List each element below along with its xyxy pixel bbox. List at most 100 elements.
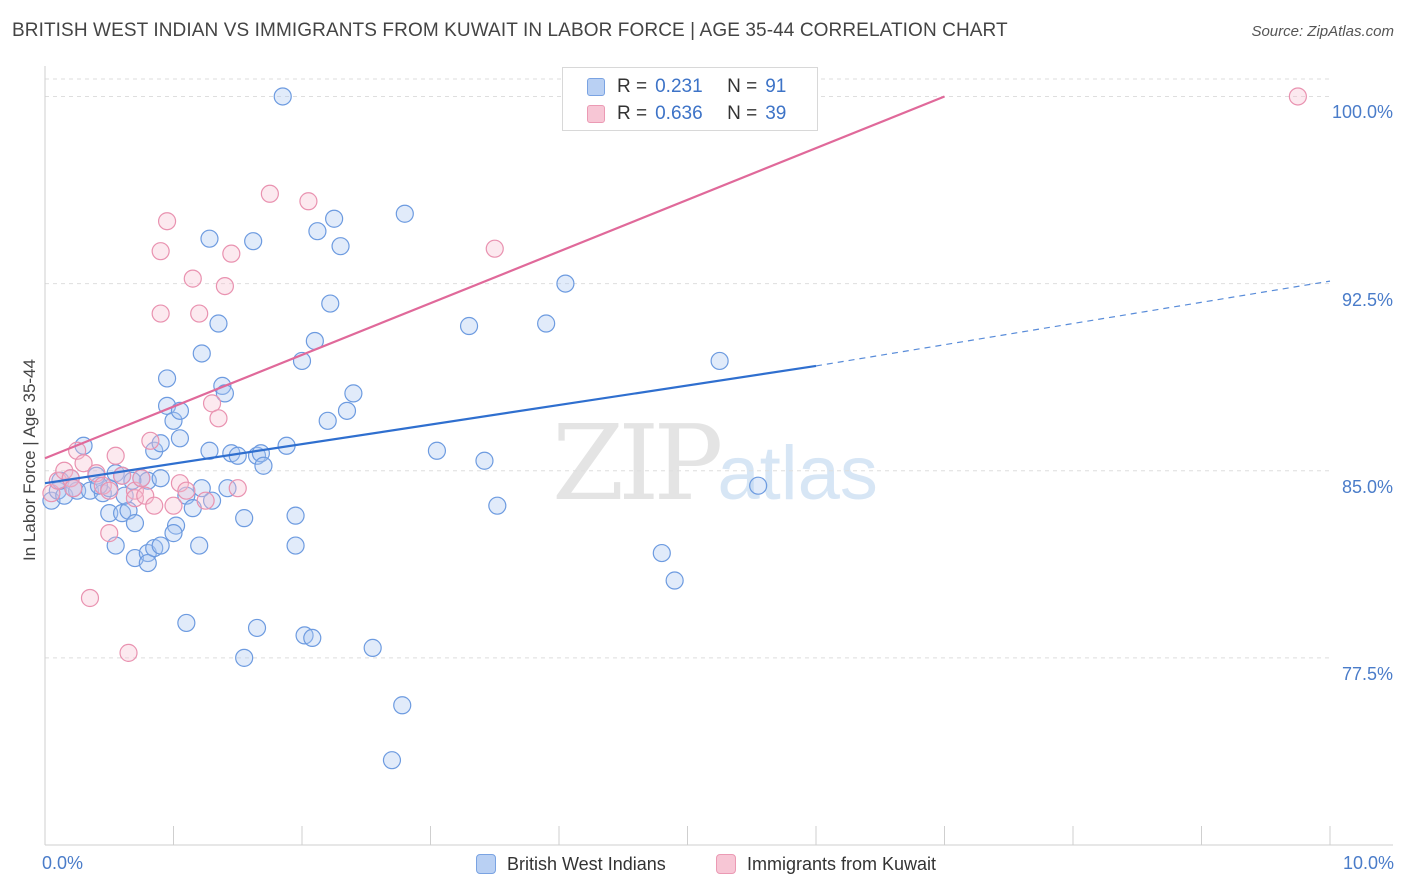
- data-point: [749, 476, 768, 495]
- data-point: [74, 454, 93, 473]
- watermark-atlas: atlas: [717, 431, 878, 516]
- watermark-zip: ZIP: [552, 402, 723, 524]
- data-point: [157, 369, 177, 388]
- legend-n-value: 91: [765, 76, 787, 97]
- data-point: [100, 504, 119, 523]
- data-point: [475, 451, 494, 470]
- data-point: [209, 409, 228, 428]
- data-point: [235, 648, 254, 667]
- data-point: [537, 314, 556, 333]
- data-point: [556, 274, 575, 293]
- legend-item-immigrants-from-kuwait: Immigrants from Kuwait: [716, 852, 936, 876]
- data-point: [395, 204, 414, 223]
- data-point: [170, 429, 190, 448]
- data-point: [427, 441, 447, 460]
- legend-item-british-west-indians: British West Indians: [476, 852, 666, 876]
- data-point: [710, 351, 729, 371]
- legend-r-label: R =: [617, 103, 648, 124]
- data-point: [325, 209, 344, 228]
- data-point: [209, 314, 228, 333]
- data-point: [138, 553, 157, 573]
- data-point: [196, 491, 215, 510]
- x-tick-label: 10.0%: [1342, 853, 1394, 873]
- data-point: [157, 212, 177, 231]
- data-point: [170, 474, 190, 493]
- data-point: [215, 276, 234, 296]
- trend-line-blue: [44, 364, 817, 485]
- x-tick-label: 0.0%: [42, 853, 84, 873]
- data-point: [151, 304, 170, 323]
- correlation-legend: R = 0.231 N = 91 R = 0.636 N = 39: [562, 67, 818, 131]
- legend-r-value: 0.636: [655, 103, 703, 124]
- data-point: [125, 514, 145, 533]
- y-tick-label: 92.5%: [1341, 289, 1393, 310]
- data-point: [286, 536, 305, 555]
- data-point: [192, 344, 211, 363]
- legend-swatch-blue: [476, 854, 496, 874]
- data-point: [183, 269, 202, 288]
- data-point: [202, 394, 222, 413]
- legend-n-label: N =: [727, 103, 758, 124]
- data-point: [132, 469, 151, 488]
- data-point: [151, 469, 170, 488]
- data-point: [299, 192, 318, 211]
- data-point: [273, 87, 292, 106]
- data-point: [318, 411, 337, 430]
- data-point: [247, 618, 267, 638]
- trend-lines: [44, 95, 1331, 485]
- data-point: [177, 481, 196, 500]
- data-point: [145, 496, 164, 515]
- legend-row-pink: R = 0.636 N = 39: [587, 101, 792, 127]
- data-point: [190, 304, 209, 323]
- data-point: [382, 751, 402, 770]
- data-point: [344, 384, 363, 403]
- data-point: [136, 486, 155, 505]
- legend-label: Immigrants from Kuwait: [747, 853, 937, 874]
- data-point: [80, 588, 100, 608]
- chart-title: BRITISH WEST INDIAN VS IMMIGRANTS FROM K…: [12, 20, 1008, 41]
- data-point: [100, 481, 119, 500]
- legend-r-value: 0.231: [655, 76, 703, 97]
- data-point: [337, 401, 357, 420]
- data-point: [260, 184, 279, 203]
- data-point: [393, 696, 412, 715]
- data-point: [331, 237, 350, 256]
- data-point: [218, 479, 237, 498]
- data-point: [459, 316, 479, 336]
- data-point: [286, 506, 305, 525]
- data-point: [119, 643, 138, 662]
- data-point: [652, 543, 671, 563]
- data-point: [222, 244, 241, 263]
- data-point: [665, 571, 684, 590]
- data-point: [202, 491, 222, 510]
- data-point: [106, 446, 125, 465]
- data-point: [164, 524, 183, 543]
- data-point: [235, 509, 254, 528]
- data-point: [151, 536, 170, 555]
- watermark: ZIPatlas: [552, 402, 878, 524]
- data-point: [321, 294, 340, 313]
- y-tick-label: 77.5%: [1341, 663, 1393, 684]
- data-point: [485, 239, 504, 258]
- trend-line-pink: [44, 95, 945, 460]
- legend-n-label: N =: [727, 76, 758, 97]
- trend-line-blue-extension: [815, 280, 1331, 367]
- data-point: [151, 242, 170, 261]
- data-point: [145, 441, 164, 460]
- data-point: [200, 229, 219, 248]
- data-point: [488, 496, 507, 515]
- data-point: [141, 431, 160, 450]
- source-label: Source: ZipAtlas.com: [1251, 23, 1394, 40]
- data-point: [228, 479, 247, 498]
- legend-row-blue: R = 0.231 N = 91: [587, 74, 792, 100]
- data-point: [177, 613, 196, 633]
- data-point: [190, 536, 209, 555]
- data-point: [308, 222, 327, 241]
- legend-n-value: 39: [765, 103, 787, 124]
- data-point: [1288, 87, 1307, 106]
- gridlines: [45, 78, 1330, 659]
- data-point: [254, 456, 273, 475]
- y-tick-label: 85.0%: [1341, 476, 1393, 497]
- legend-r-label: R =: [617, 76, 648, 97]
